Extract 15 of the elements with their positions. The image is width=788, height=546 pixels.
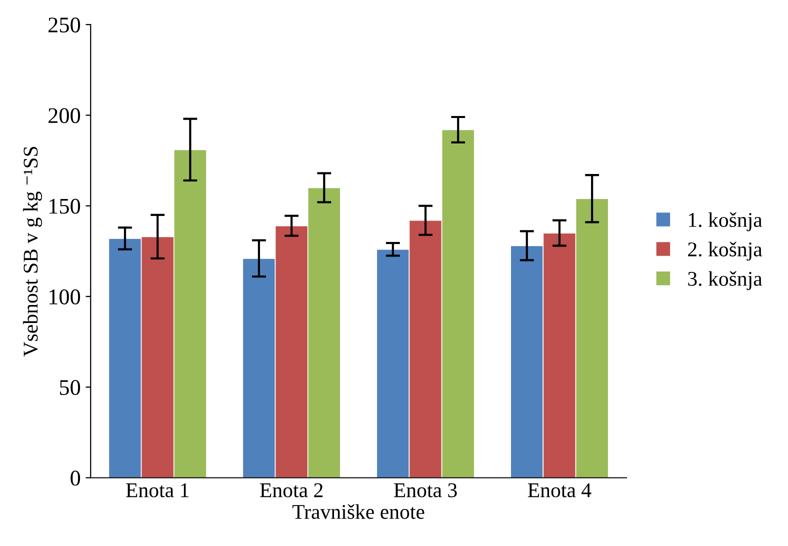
- y-tick-label: 250: [48, 18, 80, 32]
- y-tick-label: 0: [70, 470, 80, 486]
- x-tick-label: Enota 3: [394, 483, 457, 498]
- x-tick-label: Enota 4: [528, 483, 592, 498]
- y-tick-label: 50: [60, 380, 80, 396]
- y-tick-label: 100: [50, 289, 80, 304]
- legend-label: 3. košnja: [688, 271, 762, 290]
- y-axis-title: Vsebnost SB v g kg ⁻¹SS: [23, 146, 42, 356]
- x-axis-title: Travniške enote: [292, 504, 424, 519]
- y-tick-label: 200: [48, 108, 80, 124]
- x-tick-label: Enota 2: [260, 483, 323, 498]
- x-tick-label: Enota 1: [126, 483, 188, 498]
- legend-label: 2. košnja: [688, 242, 762, 261]
- y-tick-label: 150: [50, 198, 80, 214]
- legend-label: 1. košnja: [689, 212, 762, 232]
